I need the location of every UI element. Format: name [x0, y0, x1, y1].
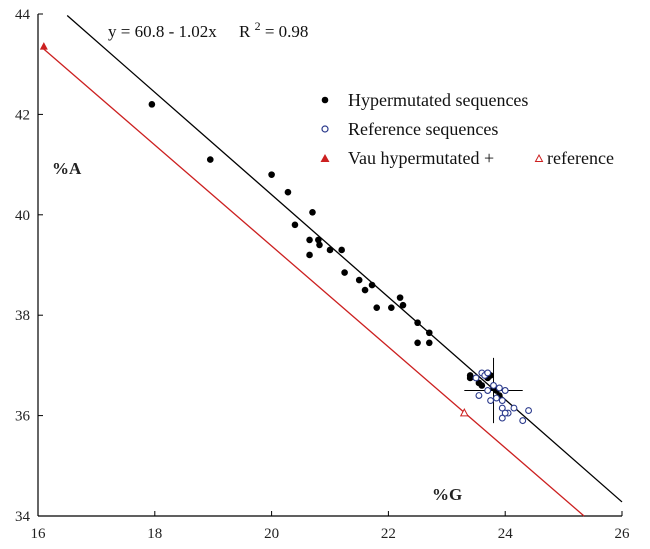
data-point-reference [472, 374, 480, 382]
data-point-reference [498, 397, 506, 404]
data-point-reference [495, 384, 503, 392]
legend: Hypermutated sequences Reference sequenc… [320, 90, 614, 168]
data-point-hypermutated [425, 339, 433, 347]
data-point-hypermutated [414, 319, 421, 327]
legend-label-hypermutated: Hypermutated sequences [348, 90, 528, 110]
data-point-hypermutated [284, 188, 292, 196]
data-point-hypermutated [206, 156, 214, 163]
legend-item-hypermutated: Hypermutated sequences [321, 90, 528, 110]
data-point-hypermutated [425, 329, 433, 337]
vau-line-line [43, 48, 585, 517]
data-point-hypermutated [306, 251, 313, 259]
data-point-hypermutated [268, 171, 275, 178]
y-tick-label: 44 [15, 7, 31, 23]
data-point-reference [484, 387, 492, 394]
x-axis-label: %G [432, 485, 462, 504]
data-point-hypermutated [291, 221, 299, 229]
data-point-vau-reference [459, 408, 469, 417]
data-point-reference [484, 369, 492, 377]
y-axis-label: %A [52, 159, 82, 178]
data-point-hypermutated [388, 304, 395, 311]
data-point-hypermutated [316, 241, 323, 249]
equation-text: y = 60.8 - 1.02x [108, 22, 217, 41]
legend-label-reference: Reference sequences [348, 119, 498, 139]
x-tick-label: 20 [264, 526, 279, 542]
data-point-hypermutated [338, 246, 345, 254]
data-point-reference [498, 414, 506, 422]
y-tick-label: 34 [15, 509, 31, 525]
data-point-hypermutated [396, 294, 404, 301]
data-point-reference [501, 387, 509, 394]
r2-superscript: 2 [255, 19, 261, 33]
axes [37, 13, 623, 517]
regression-line [66, 15, 623, 503]
x-tick-label: 26 [615, 526, 631, 542]
data-point-hypermutated [148, 101, 156, 108]
r2-value: = 0.98 [265, 22, 309, 41]
data-point-reference [487, 397, 495, 404]
legend-marker-open-circle [321, 125, 329, 133]
data-point-reference [490, 382, 497, 389]
legend-item-vau: Vau hypermutated + reference [320, 148, 614, 168]
data-point-reference [519, 417, 527, 425]
data-point-reference [501, 409, 509, 417]
legend-label-vau-reference: reference [547, 148, 614, 168]
data-point-hypermutated [399, 301, 407, 309]
x-tick-label: 16 [31, 526, 47, 542]
data-point-reference [475, 392, 483, 399]
y-tick-label: 38 [15, 308, 30, 324]
data-point-hypermutated [373, 304, 381, 311]
fit-lines [43, 15, 623, 517]
y-tick-label: 42 [15, 107, 30, 123]
legend-label-vau: Vau hypermutated + [348, 148, 494, 168]
y-tick-label: 40 [15, 208, 30, 224]
data-point-reference [525, 407, 533, 415]
legend-item-reference: Reference sequences [321, 119, 498, 139]
data-point-hypermutated [306, 236, 313, 244]
data-point-hypermutated [355, 276, 363, 284]
data-point-vau-hypermutated [39, 42, 48, 50]
data-point-hypermutated [341, 269, 348, 276]
x-tick-label: 24 [498, 526, 514, 542]
data-point-hypermutated [466, 374, 474, 382]
legend-marker-filled-triangle [320, 154, 330, 162]
data-point-reference [492, 394, 500, 402]
r2-label: R [239, 22, 251, 41]
data-point-hypermutated [414, 339, 421, 347]
data-point-reference [510, 404, 518, 412]
legend-marker-filled-circle [321, 96, 329, 104]
legend-marker-open-triangle [534, 153, 544, 162]
tick-labels: 16 18 20 22 24 26 34 36 38 40 42 44 [15, 7, 630, 542]
x-tick-label: 18 [147, 526, 162, 542]
data-point-hypermutated [309, 208, 316, 216]
data-points [39, 42, 533, 425]
y-tick-label: 36 [15, 409, 31, 425]
data-point-hypermutated [368, 281, 376, 289]
data-point-reference [498, 404, 506, 412]
data-point-hypermutated [478, 382, 486, 389]
data-point-hypermutated [315, 236, 322, 244]
data-point-hypermutated [326, 246, 334, 254]
x-tick-label: 22 [381, 526, 396, 542]
data-point-hypermutated [361, 286, 369, 294]
regression-equation: y = 60.8 - 1.02x R 2 = 0.98 [108, 15, 308, 41]
